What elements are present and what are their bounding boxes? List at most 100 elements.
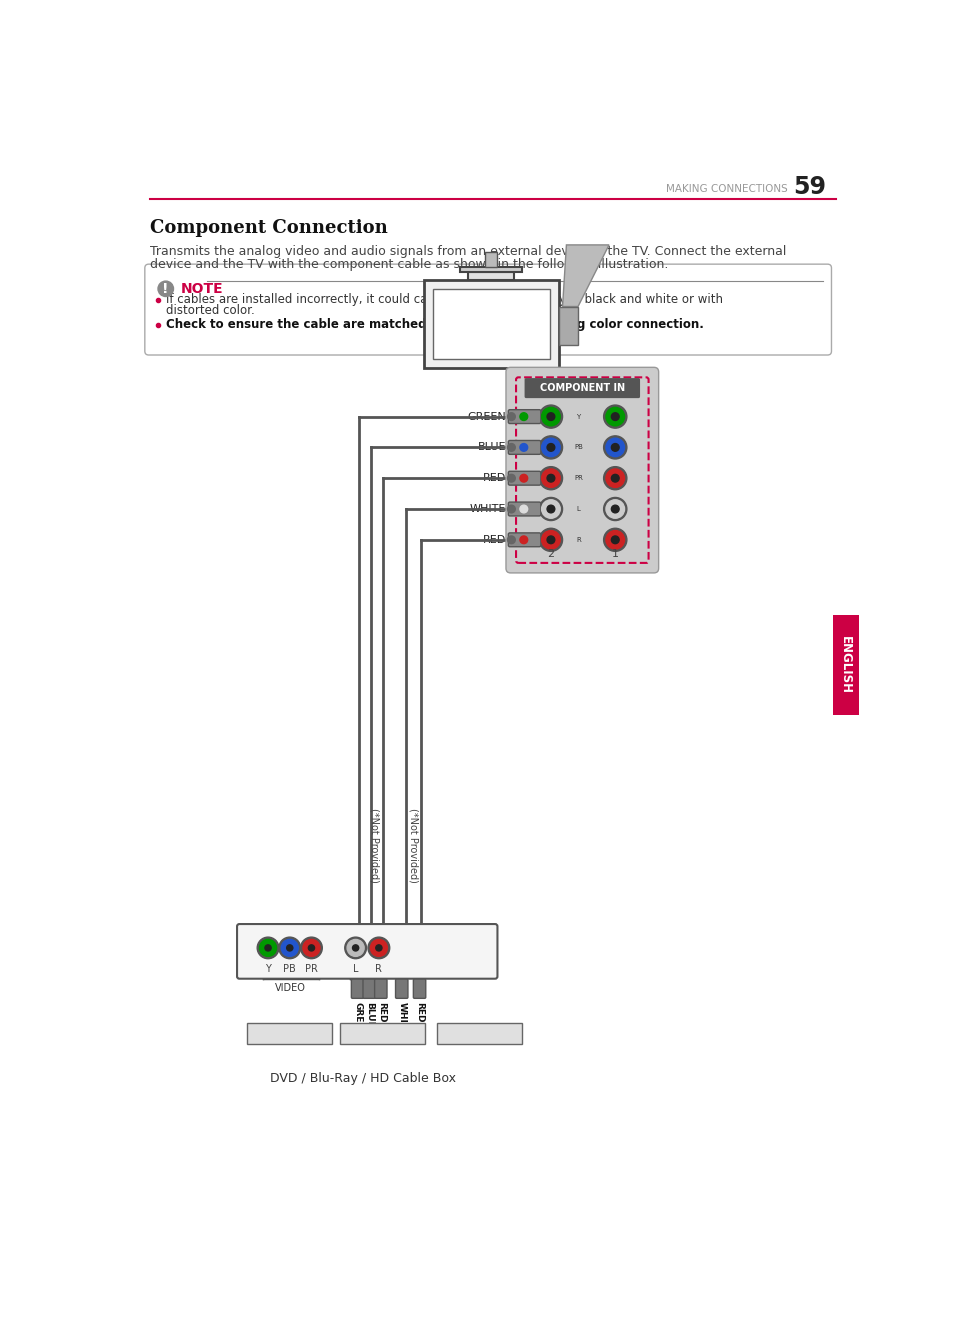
Circle shape bbox=[278, 937, 300, 959]
Circle shape bbox=[281, 940, 298, 956]
Circle shape bbox=[368, 937, 390, 959]
Circle shape bbox=[605, 530, 624, 549]
Text: PB: PB bbox=[574, 445, 582, 450]
FancyBboxPatch shape bbox=[413, 979, 425, 999]
Text: GREEN: GREEN bbox=[353, 1001, 362, 1036]
Polygon shape bbox=[562, 244, 608, 307]
Text: (*Not Provided): (*Not Provided) bbox=[370, 808, 379, 882]
Circle shape bbox=[541, 469, 559, 487]
FancyBboxPatch shape bbox=[505, 367, 658, 573]
Circle shape bbox=[611, 505, 618, 513]
Text: L: L bbox=[353, 964, 358, 973]
Circle shape bbox=[611, 443, 618, 451]
Circle shape bbox=[300, 937, 322, 959]
Text: 59: 59 bbox=[793, 175, 825, 199]
FancyBboxPatch shape bbox=[508, 410, 540, 423]
Circle shape bbox=[541, 499, 559, 518]
Bar bbox=[484, 252, 497, 267]
Circle shape bbox=[538, 405, 562, 429]
Circle shape bbox=[507, 413, 515, 421]
Circle shape bbox=[507, 505, 515, 513]
FancyBboxPatch shape bbox=[375, 979, 387, 999]
Text: MAKING CONNECTIONS: MAKING CONNECTIONS bbox=[665, 184, 786, 194]
Text: L: L bbox=[576, 506, 579, 513]
Circle shape bbox=[546, 535, 555, 543]
Bar bbox=[832, 614, 858, 714]
Text: R: R bbox=[375, 964, 382, 973]
Circle shape bbox=[158, 282, 173, 296]
Circle shape bbox=[303, 940, 319, 956]
Circle shape bbox=[265, 945, 271, 951]
Text: COMPONENT IN: COMPONENT IN bbox=[539, 383, 624, 392]
Text: Y: Y bbox=[576, 414, 580, 419]
FancyBboxPatch shape bbox=[236, 924, 497, 979]
Text: 2: 2 bbox=[547, 550, 554, 559]
FancyBboxPatch shape bbox=[351, 979, 363, 999]
Circle shape bbox=[375, 945, 381, 951]
Circle shape bbox=[603, 467, 626, 490]
Circle shape bbox=[611, 535, 618, 543]
Text: NOTE: NOTE bbox=[180, 282, 223, 296]
Text: ENGLISH: ENGLISH bbox=[839, 635, 851, 694]
Circle shape bbox=[611, 413, 618, 421]
Circle shape bbox=[538, 435, 562, 459]
Text: WHITE: WHITE bbox=[397, 1001, 406, 1035]
Circle shape bbox=[605, 499, 624, 518]
Text: 1: 1 bbox=[611, 550, 618, 559]
Text: VIDEO: VIDEO bbox=[274, 983, 306, 992]
Text: Component Connection: Component Connection bbox=[150, 219, 388, 236]
Circle shape bbox=[308, 945, 314, 951]
Text: PR: PR bbox=[574, 475, 582, 481]
Circle shape bbox=[370, 940, 387, 956]
Bar bbox=[558, 307, 578, 344]
Circle shape bbox=[546, 474, 555, 482]
Text: R: R bbox=[576, 537, 580, 543]
Circle shape bbox=[538, 529, 562, 551]
Circle shape bbox=[611, 474, 618, 482]
Circle shape bbox=[353, 945, 358, 951]
Text: PR: PR bbox=[305, 964, 317, 973]
Bar bbox=[459, 267, 521, 272]
FancyBboxPatch shape bbox=[508, 471, 540, 485]
Bar bbox=[340, 1023, 425, 1044]
Circle shape bbox=[605, 469, 624, 487]
Circle shape bbox=[603, 529, 626, 551]
Text: AUDIO: AUDIO bbox=[351, 983, 383, 992]
Circle shape bbox=[538, 498, 562, 521]
Circle shape bbox=[519, 413, 527, 421]
FancyBboxPatch shape bbox=[395, 979, 408, 999]
Text: RED: RED bbox=[415, 1001, 424, 1023]
Circle shape bbox=[546, 443, 555, 451]
Text: DVD / Blu-Ray / HD Cable Box: DVD / Blu-Ray / HD Cable Box bbox=[270, 1072, 456, 1084]
Circle shape bbox=[519, 535, 527, 543]
Text: BLUE: BLUE bbox=[476, 442, 505, 453]
Circle shape bbox=[603, 498, 626, 521]
FancyBboxPatch shape bbox=[508, 441, 540, 454]
FancyBboxPatch shape bbox=[508, 533, 540, 547]
Text: !: ! bbox=[162, 282, 169, 296]
Text: PB: PB bbox=[283, 964, 295, 973]
Text: RED: RED bbox=[482, 535, 505, 545]
FancyBboxPatch shape bbox=[362, 979, 375, 999]
Text: distorted color.: distorted color. bbox=[166, 304, 254, 316]
Text: GREEN: GREEN bbox=[467, 411, 505, 422]
Text: RED: RED bbox=[376, 1001, 385, 1023]
Circle shape bbox=[541, 438, 559, 457]
Text: RED: RED bbox=[482, 473, 505, 483]
Circle shape bbox=[259, 940, 276, 956]
Bar bbox=[247, 1023, 332, 1044]
Text: device and the TV with the component cable as shown in the following illustratio: device and the TV with the component cab… bbox=[150, 258, 668, 271]
Circle shape bbox=[507, 443, 515, 451]
Text: Y: Y bbox=[265, 964, 271, 973]
Circle shape bbox=[519, 443, 527, 451]
Circle shape bbox=[605, 407, 624, 426]
Circle shape bbox=[546, 505, 555, 513]
Bar bbox=[423, 279, 558, 368]
Circle shape bbox=[507, 474, 515, 482]
Bar bbox=[468, 272, 514, 279]
Circle shape bbox=[344, 937, 366, 959]
FancyBboxPatch shape bbox=[145, 264, 831, 355]
FancyBboxPatch shape bbox=[508, 502, 540, 515]
Text: (*Not Provided): (*Not Provided) bbox=[408, 808, 418, 882]
Circle shape bbox=[257, 937, 278, 959]
